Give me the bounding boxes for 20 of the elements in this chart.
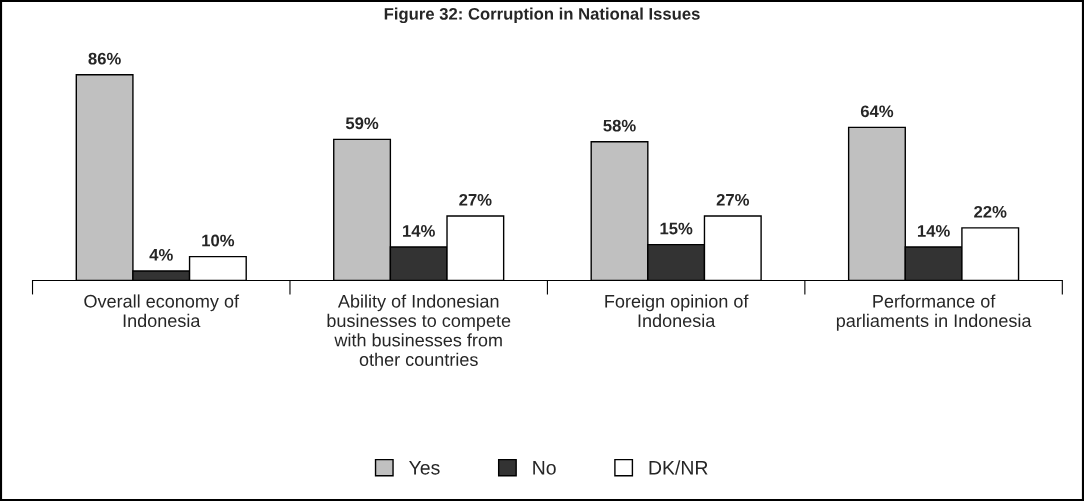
data-label: 58%	[603, 119, 636, 132]
data-label: 14%	[403, 225, 435, 237]
legend-label: DK/NR	[649, 460, 708, 475]
data-label: 59%	[345, 117, 379, 130]
data-label: 10%	[202, 234, 235, 247]
data-label: 14%	[917, 225, 950, 237]
x-tick-label: Performance of parliaments in Indonesia	[836, 294, 1032, 331]
data-label: 22%	[974, 205, 1007, 218]
x-tick-label: Foreign opinion of Indonesia	[605, 294, 749, 328]
data-label: 86%	[88, 52, 121, 65]
data-label: 27%	[459, 193, 492, 206]
x-tick-label: Overall economy of Indonesia	[84, 294, 240, 328]
data-label: 64%	[860, 105, 894, 118]
x-tick-label: Ability of Indonesian businesses to compete with businesses from other countries	[327, 294, 511, 366]
chart-title: Figure 32: Corruption in National Issues	[384, 7, 700, 24]
data-label: 15%	[660, 222, 693, 235]
data-label: 4%	[149, 248, 173, 261]
legend-label: Yes	[409, 461, 440, 475]
data-label: 27%	[716, 193, 750, 206]
legend-label: No	[533, 461, 556, 475]
